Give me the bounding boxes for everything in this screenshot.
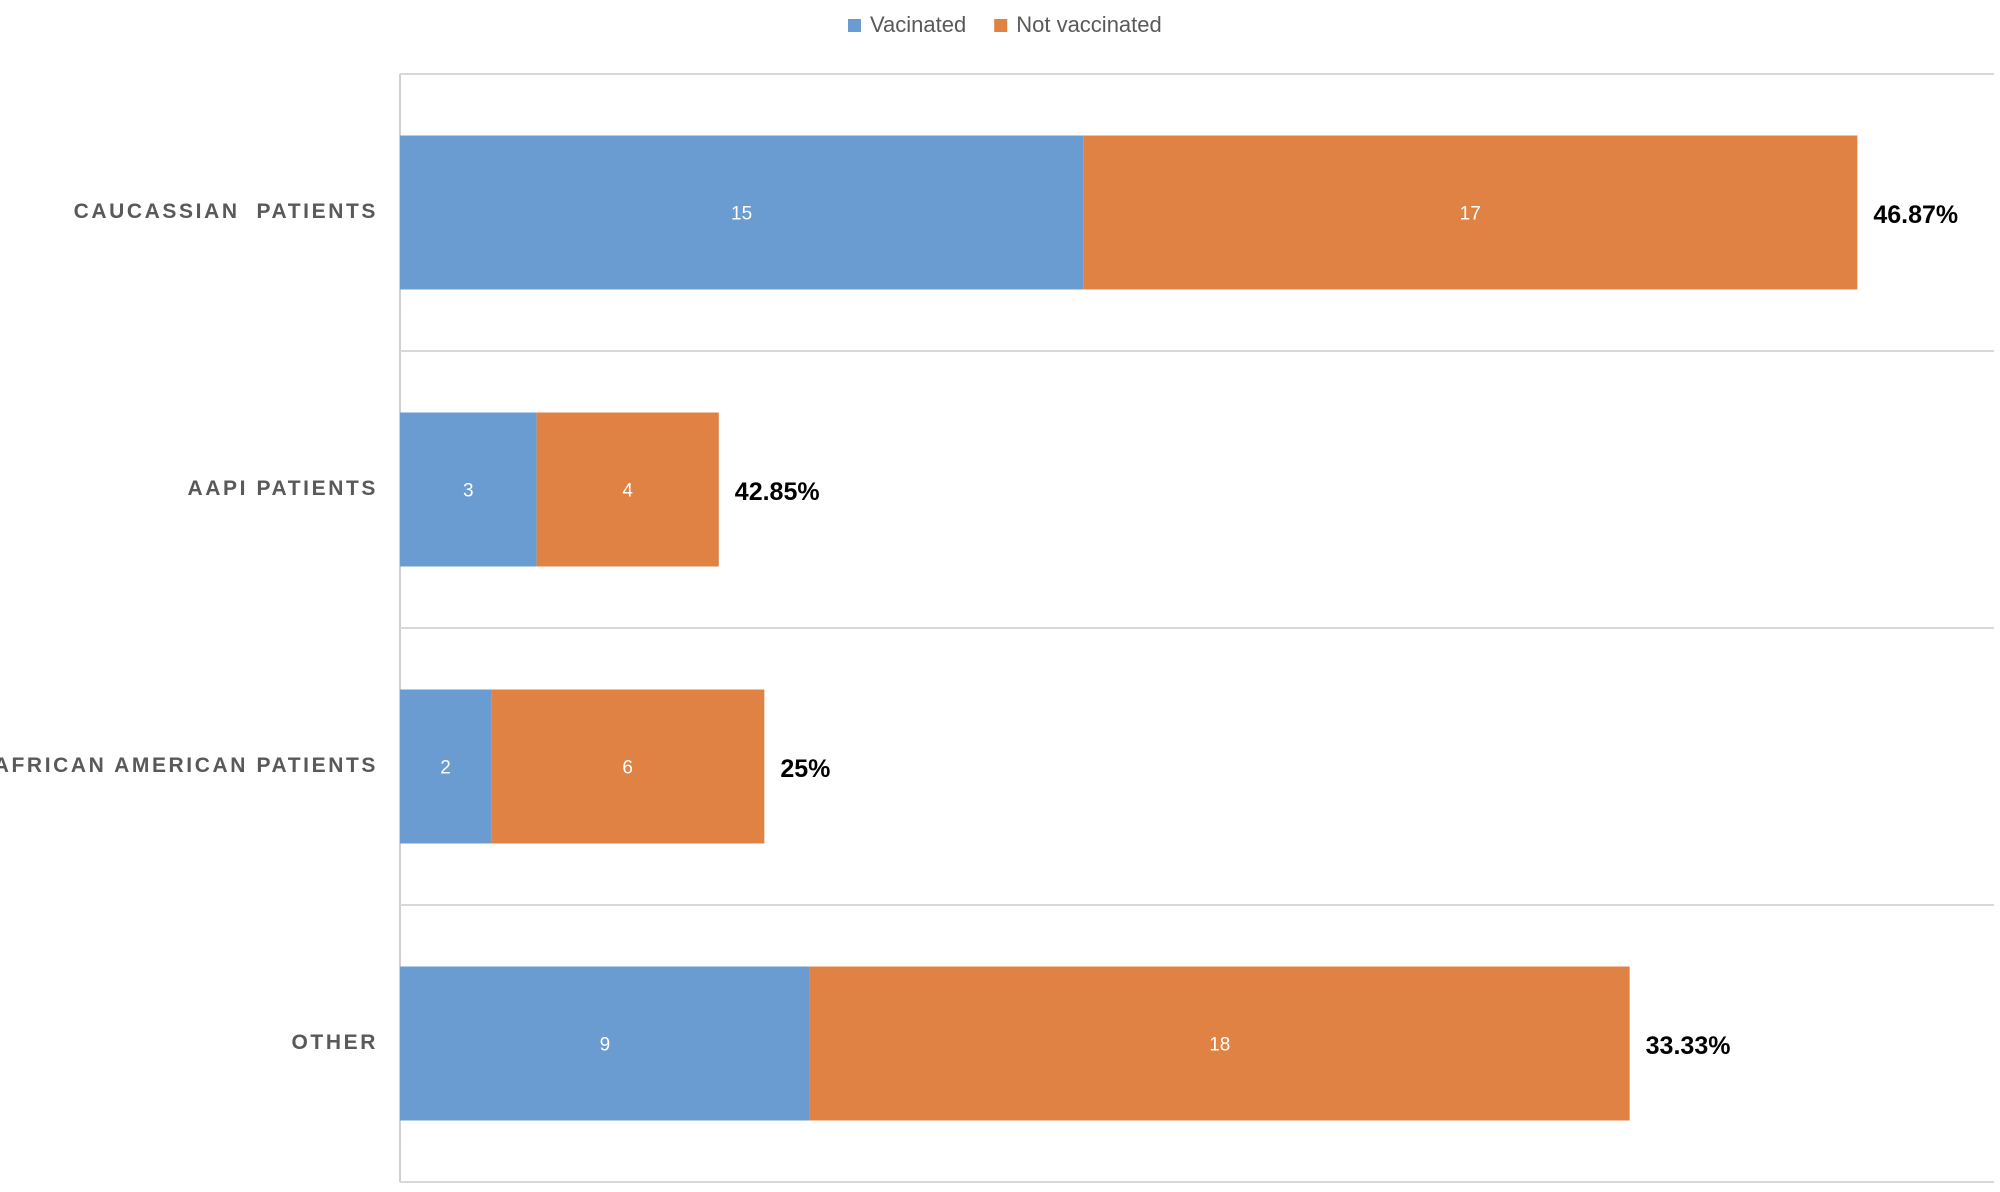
category-label: AFRICAN AMERICAN PATIENTS [0,754,378,777]
bar-segment [1083,135,1858,290]
bar-annotation: 46.87% [1873,201,1958,229]
segment-label: 18 [1209,1035,1230,1056]
legend-label: Vacinated [870,12,966,37]
bar-annotation: 33.33% [1646,1032,1731,1060]
bar-segment [536,412,719,567]
segment-label: 9 [600,1035,611,1056]
bar-segment [491,689,765,844]
segment-label: 4 [622,481,633,502]
segment-label: 15 [731,204,752,225]
bar-segment [400,689,492,844]
segment-label: 3 [463,481,474,502]
segment-label: 17 [1460,204,1481,225]
segment-label: 2 [440,758,451,779]
legend-label: Not vaccinated [1016,12,1162,37]
bar-segment [400,966,810,1121]
category-label: OTHER [292,1031,379,1054]
category-label: AAPI PATIENTS [187,477,378,500]
bar-annotation: 42.85% [735,478,820,506]
bar-segment [400,412,537,567]
legend-swatch [848,19,861,32]
legend-swatch [994,19,1008,32]
bar-annotation: 25% [780,755,830,783]
bar-segment [809,966,1630,1121]
segment-label: 6 [622,758,633,779]
bar-segment [400,135,1084,290]
category-label: CAUCASSIAN PATIENTS [74,200,378,223]
